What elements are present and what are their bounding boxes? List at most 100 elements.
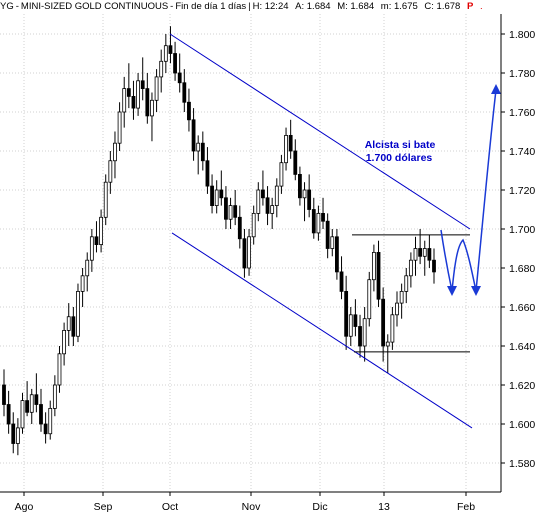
candle — [43, 412, 48, 444]
candle — [39, 388, 43, 432]
candle-body — [205, 160, 210, 187]
candle — [418, 229, 423, 265]
candle — [219, 170, 224, 206]
candle-body — [284, 134, 288, 164]
candle-body — [385, 341, 390, 347]
candle — [247, 229, 251, 276]
candle — [187, 88, 191, 132]
x-tick-label-3: Nov — [242, 501, 261, 513]
candle — [2, 369, 6, 417]
candle-body — [237, 216, 242, 240]
candle — [307, 174, 312, 218]
candle-body — [39, 404, 43, 425]
y-tick-label-1: 1.780 — [509, 68, 535, 80]
candle-body — [256, 189, 261, 214]
candle — [399, 283, 404, 319]
candle-body — [131, 96, 136, 109]
candle-body — [113, 142, 117, 162]
candle — [358, 314, 362, 358]
candle — [34, 373, 39, 413]
candle — [214, 180, 219, 214]
candle — [11, 412, 16, 454]
channel-upper-line — [169, 33, 471, 230]
annotation-line-2: 1.700 dólares — [366, 152, 433, 164]
candle — [57, 346, 62, 393]
candle — [224, 186, 228, 229]
candle-body — [117, 111, 122, 144]
candle-body — [214, 189, 219, 207]
x-tick-label-2: Oct — [162, 501, 178, 513]
candle-body — [66, 316, 71, 331]
candle — [371, 244, 376, 292]
candle — [15, 418, 20, 456]
candle-body — [413, 248, 418, 261]
candle — [52, 375, 57, 417]
candle-body — [187, 101, 191, 121]
candle — [265, 186, 270, 226]
candle-body — [52, 384, 57, 409]
candle — [89, 229, 94, 272]
candle-body — [376, 251, 381, 300]
candle — [302, 182, 307, 222]
candle-body — [89, 236, 94, 261]
candle-body — [196, 142, 201, 152]
candle-body — [122, 88, 127, 113]
x-tick-label-6: Feb — [457, 501, 475, 513]
candle — [298, 166, 302, 206]
candle — [182, 69, 187, 112]
candle — [362, 307, 367, 362]
candle-body — [20, 400, 25, 429]
candle — [136, 73, 140, 116]
candle — [335, 229, 339, 280]
candle — [233, 190, 238, 226]
candle-body — [422, 248, 427, 257]
candle-body — [15, 427, 20, 444]
candle-body — [288, 134, 293, 152]
candle — [279, 154, 284, 194]
candle-body — [177, 72, 182, 84]
candle — [381, 287, 386, 362]
candle-body — [34, 394, 39, 405]
candle — [432, 248, 436, 284]
candle — [6, 390, 11, 434]
candle-body — [404, 275, 409, 292]
candle — [325, 213, 330, 259]
low-value: m: 1.675 — [380, 1, 418, 12]
candle-body — [159, 60, 164, 78]
candle — [242, 229, 247, 278]
candle-body — [381, 298, 386, 347]
candle — [408, 252, 413, 288]
y-tick-label-3: 1.740 — [509, 146, 535, 158]
candle-body — [348, 314, 353, 337]
candle — [427, 234, 432, 268]
y-tick-label-9: 1.620 — [509, 380, 535, 392]
high-value: H: 12:24 — [252, 1, 289, 12]
y-tick-label-2: 1.760 — [509, 107, 535, 119]
y-tick-label-6: 1.680 — [509, 263, 535, 275]
overlays: Alcista si bate 1.700 dólares — [169, 33, 501, 429]
candle — [284, 127, 288, 171]
candle-body — [228, 205, 233, 220]
candle-body — [427, 248, 432, 261]
y-tick-label-5: 1.700 — [509, 224, 535, 236]
forecast-arrowhead-down-2 — [471, 286, 481, 296]
candle-body — [136, 80, 140, 109]
candle — [367, 271, 372, 327]
instrument-name: MINI-SIZED GOLD CONTINUOUS — [20, 1, 169, 12]
candle-body — [154, 76, 159, 101]
candle — [293, 139, 298, 181]
candle — [251, 205, 256, 245]
candle-body — [399, 290, 404, 304]
mid-value: M: 1.684 — [337, 1, 375, 12]
candle-body — [390, 314, 395, 343]
forecast-arrow-path — [440, 89, 497, 292]
candle-body — [344, 290, 349, 337]
candle-body — [219, 189, 224, 199]
candle-body — [76, 290, 80, 337]
candle — [80, 268, 85, 307]
channel-lower-line — [171, 232, 473, 429]
candle-body — [270, 205, 275, 214]
candle — [108, 151, 113, 194]
candle — [20, 392, 25, 434]
candle-body — [251, 212, 256, 238]
